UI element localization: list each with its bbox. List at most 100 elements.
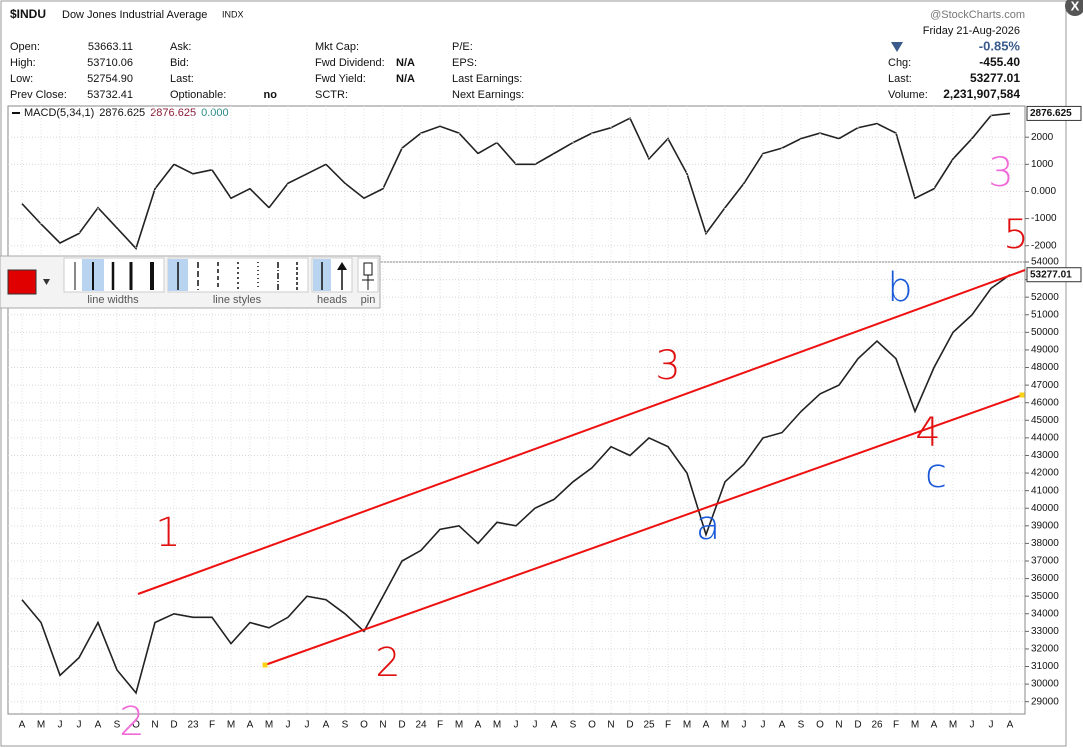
legend-entry: 2876.625 [99,107,145,119]
x-tick-label: F [893,720,899,731]
y-tick-label: 2000 [1031,132,1054,143]
x-tick-label: A [323,720,330,731]
x-tick-label: A [19,720,26,731]
x-tick-label: J [514,720,519,731]
annotation: 5 [1003,212,1028,258]
trend-line [137,269,1026,595]
x-tick-label: J [970,720,975,731]
quote-label: Last: [888,73,912,85]
x-tick-label: S [570,720,577,731]
drawing-toolbar: line widths line styles heads pin [0,255,381,309]
quote-label: Chg: [888,57,911,69]
x-tick-label: J [533,720,538,731]
x-tick-label: M [683,720,691,731]
last-value-label: 2876.625 [1030,108,1072,119]
annotation: b [887,265,912,311]
field-label: EPS: [452,57,477,69]
field-label: Last: [170,73,194,85]
field-label: Ask: [170,41,191,53]
x-tick-label: A [247,720,254,731]
x-tick-label: O [132,720,140,731]
y-tick-label: 0.000 [1031,186,1056,197]
toolbar-label: pin [361,294,376,306]
x-tick-label: 26 [871,720,883,731]
y-tick-label: 47000 [1031,380,1059,391]
close-button[interactable] [1065,0,1083,16]
x-tick-label: S [114,720,121,731]
x-tick-label: J [58,720,63,731]
date: Friday 21-Aug-2026 [923,25,1020,37]
y-tick-label: 29000 [1031,696,1059,707]
x-tick-label: J [286,720,291,731]
close-icon: X [1071,0,1080,13]
x-tick-label: M [721,720,729,731]
field-label: Fwd Yield: [315,73,366,85]
x-tick-label: M [265,720,273,731]
field-label: Optionable: [170,89,226,101]
y-tick-label: 30000 [1031,679,1059,690]
annotation: 2 [119,699,144,745]
x-tick-label: A [779,720,786,731]
security-name: Dow Jones Industrial Average [62,9,207,21]
field-value: 52754.90 [87,73,133,85]
x-tick-label: D [170,720,177,731]
x-tick-label: N [379,720,386,731]
x-tick-label: F [437,720,443,731]
field-value: 53732.41 [87,89,133,101]
legend-entry: MACD(5,34,1) [24,107,94,119]
field-label: High: [10,57,36,69]
y-tick-label: 42000 [1031,468,1059,479]
x-tick-label: M [227,720,235,731]
x-tick-label: A [95,720,102,731]
y-tick-label: 49000 [1031,345,1059,356]
last-value-box [1026,267,1082,283]
y-tick-label: 37000 [1031,556,1059,567]
x-tick-label: F [665,720,671,731]
exchange: INDX [222,9,244,19]
x-tick-label: 24 [415,720,427,731]
x-tick-label: M [455,720,463,731]
field-label: Prev Close: [10,89,67,101]
y-tick-label: 36000 [1031,573,1059,584]
field-label: Next Earnings: [452,89,524,101]
y-tick-label: 1000 [1031,159,1054,170]
y-tick-label: 38000 [1031,538,1059,549]
x-tick-label: M [949,720,957,731]
y-tick-label: 43000 [1031,450,1059,461]
x-tick-label: N [835,720,842,731]
y-tick-label: 45000 [1031,415,1059,426]
x-tick-label: O [816,720,824,731]
change-pct: -0.85% [979,38,1021,53]
field-label: P/E: [452,41,473,53]
last-value-label: 53277.01 [1030,269,1072,280]
color-swatch[interactable] [7,269,37,295]
y-tick-label: 41000 [1031,485,1059,496]
x-tick-label: F [209,720,215,731]
x-tick-label: J [742,720,747,731]
y-tick-label: 35000 [1031,591,1059,602]
y-tick-label: -2000 [1031,240,1057,251]
field-label: Last Earnings: [452,73,522,85]
y-tick-label: 51000 [1031,309,1059,320]
trend-line [264,394,1023,666]
field-label: Fwd Dividend: [315,57,385,69]
toolbar-label: line styles [213,294,262,306]
y-tick-label: 46000 [1031,397,1059,408]
dropdown-arrow[interactable] [43,279,50,285]
toolbar-label: line widths [87,294,139,306]
annotation: 2 [375,640,400,686]
y-tick-label: 34000 [1031,608,1059,619]
last-value-box [1026,105,1082,121]
y-tick-label: 39000 [1031,520,1059,531]
x-tick-label: S [798,720,805,731]
y-tick-label: 50000 [1031,327,1059,338]
quote-value: 2,231,907,584 [943,87,1020,101]
x-tick-label: J [761,720,766,731]
field-value: no [264,89,278,101]
y-tick-label: 48000 [1031,362,1059,373]
y-tick-label: 44000 [1031,433,1059,444]
annotation: 1 [155,510,180,556]
x-tick-label: J [989,720,994,731]
price-line [21,274,1011,695]
